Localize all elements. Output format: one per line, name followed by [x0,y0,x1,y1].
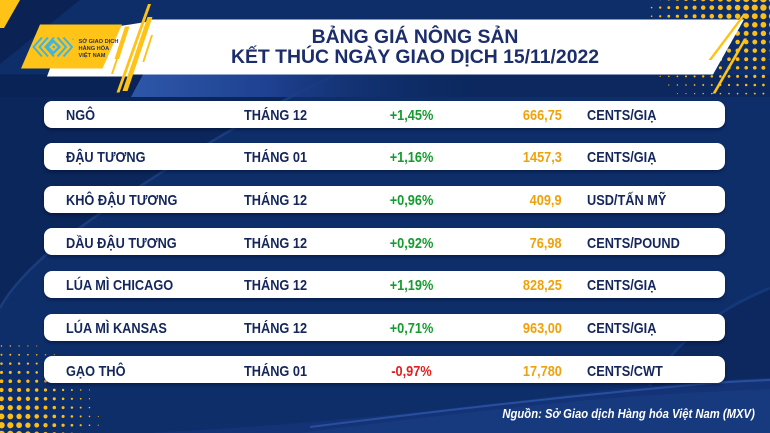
svg-text:VIỆT NAM: VIỆT NAM [79,51,106,59]
svg-text:SỞ GIAO DỊCH: SỞ GIAO DỊCH [79,38,119,45]
svg-text:HÀNG HÓA: HÀNG HÓA [79,44,110,52]
